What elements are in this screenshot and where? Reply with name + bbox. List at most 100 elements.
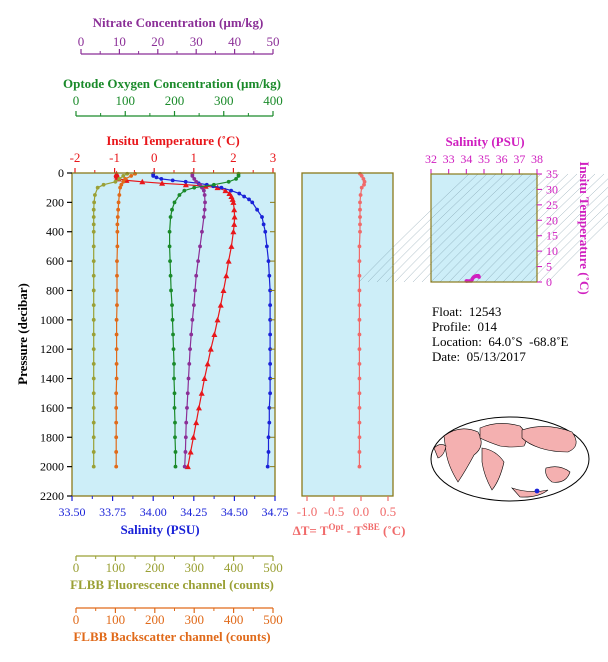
- ts-salinity-tick-label: 36: [496, 152, 508, 166]
- temperature-point: [207, 346, 214, 352]
- nitrate-point: [190, 317, 195, 322]
- pressure-tick-label: 1600: [40, 401, 64, 415]
- delta-t-point: [357, 391, 362, 396]
- nitrate-point: [185, 406, 189, 410]
- pressure-tick-label: 2200: [40, 489, 64, 503]
- fluorescence-line: [93, 173, 128, 467]
- isopycnal-line: [376, 173, 488, 283]
- oxygen-point: [234, 176, 238, 181]
- temperature-point: [231, 221, 238, 227]
- fluorescence-point: [101, 182, 106, 187]
- map-land: [511, 487, 549, 498]
- nitrate-tick-label: 0: [78, 34, 85, 49]
- backscatter-axis: 0 100 200 300 400 500 FLBB Backscatter channe…: [73, 607, 283, 644]
- delta-t-label-a: ΔT= T: [293, 523, 329, 538]
- temperature-point: [211, 331, 218, 337]
- oxygen-point: [182, 188, 187, 193]
- isopycnal-line: [430, 173, 542, 283]
- temperature-point: [228, 243, 235, 249]
- salinity-point: [266, 435, 271, 440]
- nitrate-point: [201, 215, 206, 219]
- nitrate-point: [194, 273, 199, 278]
- fluorescence-point: [91, 391, 96, 396]
- isopycnal-line: [511, 186, 608, 283]
- backscatter-point: [114, 332, 119, 337]
- delta-t-point: [357, 347, 362, 352]
- delta-t-point: [361, 176, 366, 181]
- oxygen-point: [171, 347, 176, 352]
- fluorescence-point: [91, 406, 96, 410]
- isopycnal-line: [466, 173, 578, 283]
- backscatter-point: [114, 464, 119, 469]
- ts-plot-frame: [430, 173, 538, 283]
- fluorescence-point: [91, 420, 96, 425]
- salinity-point: [170, 178, 175, 183]
- temperature-point: [214, 316, 221, 323]
- fluorescence-point: [91, 288, 96, 293]
- fluorescence-tick-label: 400: [224, 560, 244, 575]
- backscatter-point: [115, 259, 119, 263]
- oxygen-point: [173, 435, 177, 440]
- salinity-point: [261, 222, 266, 227]
- ts-salinity-tick-label: 34: [460, 152, 472, 166]
- temperature-point: [159, 180, 166, 186]
- delta-tick-label: -1.0: [297, 504, 318, 519]
- oxygen-point: [167, 229, 172, 234]
- delta-tick-label: 0.5: [380, 504, 396, 519]
- nitrate-axis-label: Nitrate Concentration (µm/kg): [93, 15, 264, 30]
- temperature-point: [193, 419, 200, 426]
- ts-salinity-tick-label: 38: [531, 152, 543, 166]
- float-location-marker: [534, 488, 540, 494]
- nitrate-tick-label: 30: [190, 34, 203, 49]
- nitrate-tick-label: 20: [151, 34, 164, 49]
- float-id: Float: 12543: [432, 304, 502, 319]
- salinity-tick-label: 34.50: [221, 505, 248, 519]
- oxygen-point: [171, 332, 175, 337]
- backscatter-point: [114, 361, 119, 366]
- nitrate-point: [188, 347, 192, 352]
- backscatter-point: [115, 273, 119, 278]
- fluorescence-point: [117, 176, 122, 181]
- nitrate-point: [200, 229, 204, 234]
- nitrate-axis: Nitrate Concentration (µm/kg) 0 10 20 30 40 5…: [78, 15, 280, 55]
- delta-t-point: [357, 450, 362, 454]
- temperature-point: [220, 287, 227, 293]
- fluorescence-point: [91, 435, 96, 440]
- ts-temperature-tick-label: 30: [546, 182, 558, 196]
- isopycnal-line: [484, 173, 596, 283]
- fluorescence-point: [91, 273, 96, 278]
- ts-point: [477, 275, 481, 279]
- delta-t-label-c: (˚C): [380, 523, 406, 538]
- nitrate-point: [196, 259, 201, 263]
- delta-t-point: [359, 174, 364, 178]
- map-land: [433, 444, 447, 459]
- temperature-point: [201, 375, 208, 382]
- fluorescence-point: [121, 174, 126, 178]
- oxygen-point: [172, 406, 177, 410]
- pressure-axis-label: Pressure (decibar): [15, 283, 30, 385]
- nitrate-point: [198, 182, 202, 187]
- backscatter-point: [119, 182, 124, 187]
- delta-t-point: [357, 376, 362, 381]
- fluorescence-point: [91, 259, 96, 263]
- fluorescence-tick-label: 500: [263, 560, 283, 575]
- backscatter-point: [114, 406, 119, 410]
- delta-t-label-b: - T: [344, 523, 364, 538]
- ts-temperature-tick-label: 5: [546, 260, 552, 274]
- salinity-point: [247, 197, 251, 202]
- oxygen-point: [172, 391, 177, 396]
- backscatter-point: [115, 303, 119, 308]
- delta-t-point: [362, 179, 367, 184]
- delta-tick-label: -0.5: [324, 504, 345, 519]
- temperature-axis-label: Insitu Temperature (˚C): [106, 133, 239, 148]
- salinity-point: [266, 450, 271, 454]
- isopycnal-line: [448, 173, 560, 283]
- ts-salinity-tick-label: 33: [443, 152, 455, 166]
- salinity-point: [268, 303, 273, 308]
- map-land: [481, 447, 505, 491]
- salinity-line: [152, 173, 271, 467]
- fluorescence-tick-label: 300: [184, 560, 204, 575]
- float-info: Float: 12543 Profile: 014 Location: 64.0…: [432, 304, 568, 364]
- profile-number: Profile: 014: [432, 319, 497, 334]
